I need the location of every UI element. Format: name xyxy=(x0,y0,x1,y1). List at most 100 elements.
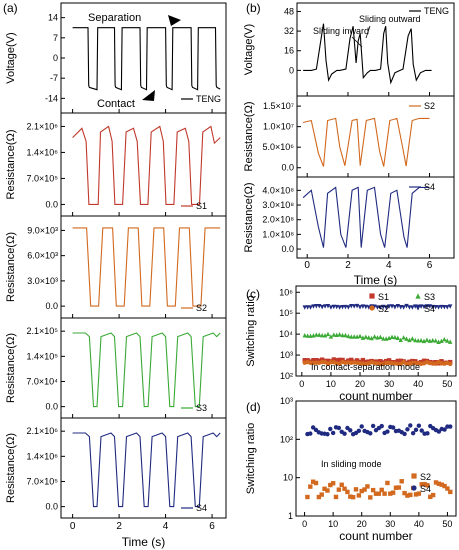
data-point-s4 xyxy=(340,305,345,310)
data-point-s4 xyxy=(386,304,392,309)
data-point-s4 xyxy=(342,431,347,436)
data-point-s2 xyxy=(333,494,339,500)
annotation-arrow xyxy=(168,15,181,26)
data-point-s1 xyxy=(398,358,403,363)
data-point-s4 xyxy=(416,423,422,428)
data-point-s3 xyxy=(337,332,342,337)
data-point-s3 xyxy=(398,337,403,342)
data-point-s4 xyxy=(445,305,450,310)
panel-b: 48 32 16 0 Voltage(V) TENG Sliding inward Slidi… xyxy=(243,1,455,287)
data-point-s3 xyxy=(366,335,371,340)
data-point-s4 xyxy=(419,428,424,433)
y-axis-label: Switching ratio xyxy=(245,295,257,367)
data-point-s4 xyxy=(413,427,419,433)
legend-swatch xyxy=(369,293,375,299)
y-tick-label: 6.0×10³ xyxy=(27,251,58,261)
data-point-s3 xyxy=(430,337,435,343)
data-point-s1 xyxy=(378,359,383,364)
data-point-s3 xyxy=(410,336,415,341)
panel-letter: (b) xyxy=(246,1,261,15)
data-point-s4 xyxy=(346,305,351,310)
data-point-s2 xyxy=(336,487,342,492)
data-point-s3 xyxy=(357,333,363,339)
data-point-s2 xyxy=(448,489,453,495)
y-tick-label: 0.0 xyxy=(45,502,58,512)
y-tick-label: 0 xyxy=(289,65,294,75)
plot-frame xyxy=(295,285,457,377)
data-point-s4 xyxy=(314,304,319,309)
panel-letter: (a) xyxy=(3,1,18,15)
y-tick-label: 5.0×10⁶ xyxy=(263,142,295,152)
data-point-s2 xyxy=(370,487,376,493)
data-point-s3 xyxy=(305,333,310,338)
y-axis-label: Voltage(V) xyxy=(5,32,17,83)
data-point-s2 xyxy=(325,488,330,493)
legend-label: TENG xyxy=(196,94,221,104)
data-point-s2 xyxy=(356,493,362,498)
data-point-s4 xyxy=(351,304,357,309)
y-tick-label: 0.0 xyxy=(45,199,58,209)
data-point-s4 xyxy=(330,430,336,436)
data-point-s3 xyxy=(395,335,401,340)
x-tick-label: 10 xyxy=(326,379,336,389)
legend-label: S4 xyxy=(196,503,207,513)
data-point-s4 xyxy=(357,305,363,310)
data-point-s3 xyxy=(445,338,450,343)
data-point-s4 xyxy=(407,305,412,310)
y-tick-label: 32 xyxy=(284,26,294,36)
y-axis-label: Resistance(Ω) xyxy=(5,232,17,302)
data-point-s4 xyxy=(383,305,389,310)
y-tick-label: 14 xyxy=(48,13,58,23)
data-point-s2 xyxy=(353,487,359,492)
data-point-s4 xyxy=(349,304,354,309)
y-tick-label: 0.0 xyxy=(281,244,294,254)
annotation-sliding-inward: Sliding inward xyxy=(313,26,369,36)
data-point-s1 xyxy=(421,358,427,363)
data-point-s2 xyxy=(385,480,390,486)
y-tick-label: -14 xyxy=(45,93,58,103)
data-point-s2 xyxy=(322,486,327,491)
annotation-mode: In sliding mode xyxy=(321,459,382,469)
y-tick-label: 2.1×10⁶ xyxy=(27,426,59,436)
x-tick-label: 4 xyxy=(163,521,169,532)
y-tick-label: 16 xyxy=(284,46,294,56)
y-tick-label: 4.0×10⁸ xyxy=(262,185,294,195)
legend-swatch xyxy=(369,305,375,311)
legend-label: S4 xyxy=(424,304,435,314)
data-point-s2 xyxy=(442,483,447,489)
data-point-s3 xyxy=(418,337,424,343)
x-tick-label: 30 xyxy=(384,379,394,389)
series-line-s3 xyxy=(72,332,221,408)
y-tick-label: 7.0×10⁵ xyxy=(26,476,58,486)
data-point-s4 xyxy=(328,426,333,432)
data-point-s1 xyxy=(386,358,392,363)
x-tick-label: 2 xyxy=(345,260,351,271)
data-point-s2 xyxy=(390,490,396,495)
data-point-s3 xyxy=(378,334,383,340)
y-tick-label: 10⁴ xyxy=(279,329,293,339)
data-point-s4 xyxy=(448,424,453,429)
data-point-s4 xyxy=(447,304,453,309)
y-axis-label: Resistance(Ω) xyxy=(5,130,17,200)
x-tick-label: 10 xyxy=(328,519,338,529)
legend-label: S1 xyxy=(196,201,207,211)
y-tick-label: 1.4×10⁶ xyxy=(27,451,59,461)
y-tick-label: 7 xyxy=(53,33,58,43)
data-point-s1 xyxy=(325,358,331,364)
data-point-s3 xyxy=(407,337,412,343)
annotation-separation: Separation xyxy=(88,12,141,24)
data-point-s2 xyxy=(376,491,382,496)
data-point-s4 xyxy=(442,427,447,432)
data-point-s4 xyxy=(398,305,403,310)
data-point-s4 xyxy=(408,423,413,428)
data-point-s4 xyxy=(311,304,316,309)
x-tick-label: 40 xyxy=(414,519,424,529)
y-tick-label: 2.1×10⁶ xyxy=(27,121,59,131)
data-point-s4 xyxy=(436,429,442,434)
y-tick-label: 1 xyxy=(288,511,293,521)
data-point-s2 xyxy=(436,481,442,486)
data-point-s4 xyxy=(319,304,325,310)
data-point-s2 xyxy=(430,492,436,498)
plot-frame xyxy=(295,400,457,517)
